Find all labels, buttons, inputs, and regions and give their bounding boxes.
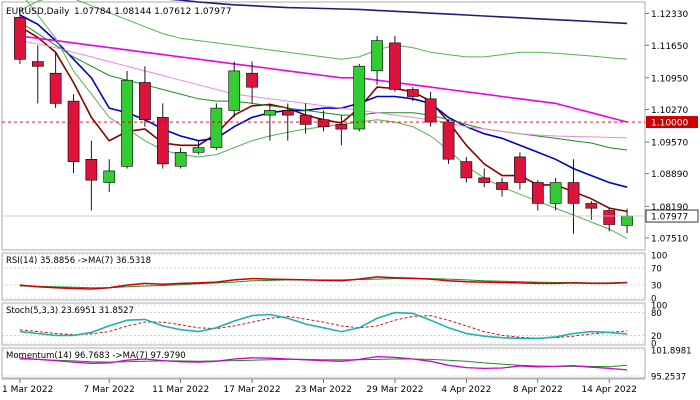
candle-down — [67, 100, 80, 162]
candle-up — [371, 40, 383, 72]
reference-price-box — [646, 116, 698, 129]
date-label: 1 Mar 2022 — [2, 385, 53, 395]
candle-up — [121, 79, 133, 167]
current-price-box — [645, 209, 699, 223]
candle-down — [14, 17, 26, 60]
candle-up — [174, 152, 187, 167]
stoch-d-line — [19, 315, 628, 339]
price-tick-label: 1.07510 — [651, 234, 688, 244]
level-label: 95.2537 — [651, 373, 686, 383]
date-label: 7 Mar 2022 — [84, 385, 135, 395]
candles — [14, 10, 633, 234]
candle-down — [31, 61, 44, 67]
price-tick-label: 1.08190 — [651, 203, 688, 213]
indicator-lines — [2, 254, 645, 377]
candle-down — [246, 72, 258, 88]
price-tick-label: 1.10950 — [651, 74, 688, 84]
candle-down — [49, 72, 62, 104]
stoch-label: Stoch(5,3,3) 23.6951 31.8527 — [6, 306, 134, 316]
level-label: 30 — [651, 282, 662, 292]
date-label: 4 Apr 2022 — [441, 385, 491, 395]
stoch-k-line — [19, 311, 628, 340]
date-label: 17 Mar 2022 — [224, 385, 281, 395]
level-label: 70 — [651, 264, 662, 274]
header-ohlc: 1.07784 1.08144 1.07612 1.07977 — [74, 7, 231, 17]
date-label: 23 Mar 2022 — [295, 385, 352, 395]
price-tick-label: 1.09570 — [651, 139, 688, 149]
panel-border — [1, 1, 646, 251]
candle-down — [281, 110, 294, 116]
level-label: 0 — [651, 295, 656, 305]
candle-down — [317, 119, 330, 127]
candle-down — [460, 161, 473, 179]
candle-down — [442, 121, 455, 160]
candle-down — [531, 182, 544, 204]
price-tick-label: 1.08890 — [651, 170, 688, 180]
level-label: 100 — [651, 302, 667, 312]
header-symbol: EURUSD,Daily — [6, 7, 70, 17]
candle-down — [496, 182, 508, 190]
candle-down — [478, 177, 491, 183]
panel-border — [1, 302, 646, 346]
level-label: 0 — [651, 340, 656, 350]
candle-down — [603, 210, 616, 225]
candle-down — [299, 114, 312, 125]
price-tick-label: 1.10270 — [651, 106, 688, 116]
candle-up — [192, 147, 205, 153]
date-label: 29 Mar 2022 — [366, 385, 423, 395]
candle-down — [585, 203, 598, 209]
candle-up — [549, 182, 562, 204]
momentum-line — [19, 355, 628, 371]
rsi-label: RSI(14) 35.8856 ->MA(7) 36.5318 — [6, 256, 151, 266]
candle-up — [228, 70, 241, 111]
overlay-line — [19, 35, 628, 123]
rsi-line — [19, 276, 628, 290]
panel-border — [1, 252, 646, 301]
reference-price-label: 1.10000 — [651, 119, 688, 129]
candle-down — [389, 42, 401, 90]
candle-down — [567, 182, 580, 204]
momentum-ma-line — [19, 358, 628, 368]
candle-down — [514, 156, 526, 183]
overlay-line — [19, 14, 628, 188]
candle-down — [85, 159, 98, 181]
panel-border — [1, 347, 646, 379]
level-label: 20 — [651, 332, 662, 342]
candle-down — [335, 124, 348, 130]
candle-up — [621, 215, 633, 226]
date-label: 8 Apr 2022 — [513, 385, 563, 395]
candle-up — [103, 170, 116, 183]
panel-frames — [1, 1, 646, 379]
candle-down — [424, 98, 437, 123]
date-axis: 1 Mar 2022 7 Mar 2022 11 Mar 2022 17 Mar 20… — [2, 378, 645, 395]
price-tick-label: 1.12330 — [651, 10, 688, 20]
current-price-label: 1.07977 — [651, 213, 688, 223]
candle-down — [139, 82, 151, 121]
candle-up — [264, 110, 276, 116]
candle-up — [353, 65, 366, 130]
candle-down — [157, 117, 169, 165]
indicator-labels: RSI(14) 35.8856 ->MA(7) 36.5318 Stoch(5,3… — [6, 256, 186, 361]
overlay-line — [19, 40, 628, 139]
candle-up — [210, 107, 223, 148]
level-label: 101.8981 — [651, 347, 692, 357]
level-label: 80 — [651, 309, 662, 319]
level-label: 100 — [651, 252, 667, 262]
price-axis: 1.12330 1.11650 1.10950 1.10270 1.09570 1.088… — [2, 10, 699, 383]
date-label: 14 Apr 2022 — [581, 385, 637, 395]
momentum-label: Momentum(14) 96.7683 ->MA(7) 97.9790 — [6, 351, 186, 361]
overlay-line — [19, 0, 628, 60]
overlay-line — [169, 0, 628, 25]
candle-down — [406, 89, 419, 97]
price-tick-label: 1.11650 — [651, 42, 688, 52]
date-label: 11 Mar 2022 — [152, 385, 209, 395]
